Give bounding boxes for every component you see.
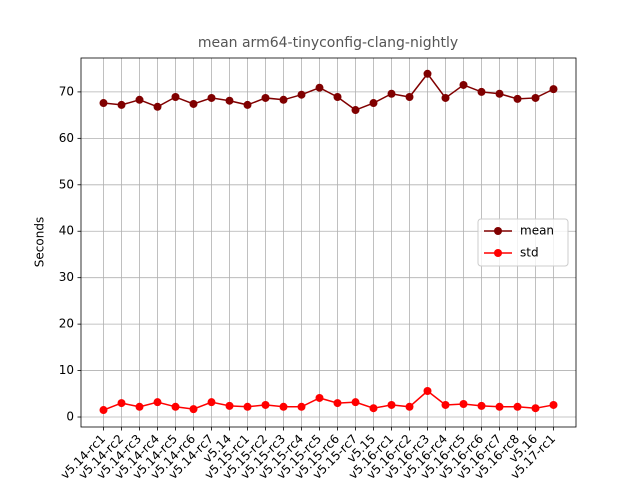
point [333,93,342,102]
y-tick-label: 10 [59,363,74,377]
point [387,400,396,409]
point [423,69,432,78]
legend-label: mean [520,224,554,238]
y-axis-label: Seconds [33,217,47,267]
point [459,400,468,409]
point [279,95,288,104]
point [351,398,360,407]
point [243,100,252,109]
point [207,398,216,407]
legend-label: std [520,246,539,260]
point [279,402,288,411]
point [153,102,162,111]
point [531,93,540,102]
point [189,99,198,108]
point [441,93,450,102]
y-tick-label: 60 [59,131,74,145]
point [297,402,306,411]
point [261,93,270,102]
point [495,402,504,411]
chart-title: mean arm64-tinyconfig-clang-nightly [198,35,458,51]
point [369,99,378,108]
point [225,96,234,105]
point [315,393,324,402]
point [405,402,414,411]
point [99,406,108,415]
point [315,83,324,92]
plot-frame [80,57,577,428]
point [405,93,414,102]
point [549,400,558,409]
point [153,398,162,407]
legend-marker [494,249,502,257]
point [117,399,126,408]
point [351,106,360,115]
point [99,99,108,108]
y-tick-label: 30 [59,270,74,284]
point [441,400,450,409]
point [549,85,558,94]
point [135,402,144,411]
point [531,404,540,413]
y-tick-label: 50 [59,177,74,191]
y-tick-label: 70 [59,84,74,98]
point [459,80,468,89]
point [225,401,234,410]
point [387,89,396,98]
legend-marker [494,227,502,235]
y-tick-label: 0 [66,410,74,424]
point [369,404,378,413]
point [171,93,180,102]
point [117,100,126,109]
point [477,87,486,96]
point [243,402,252,411]
point [477,401,486,410]
point [513,94,522,103]
point [189,405,198,414]
y-tick-label: 20 [59,317,74,331]
point [333,399,342,408]
point [423,387,432,396]
y-tick-label: 40 [59,224,74,238]
point [135,95,144,104]
point [261,400,270,409]
point [297,90,306,99]
point [207,93,216,102]
point [171,402,180,411]
point [513,402,522,411]
point [495,89,504,98]
